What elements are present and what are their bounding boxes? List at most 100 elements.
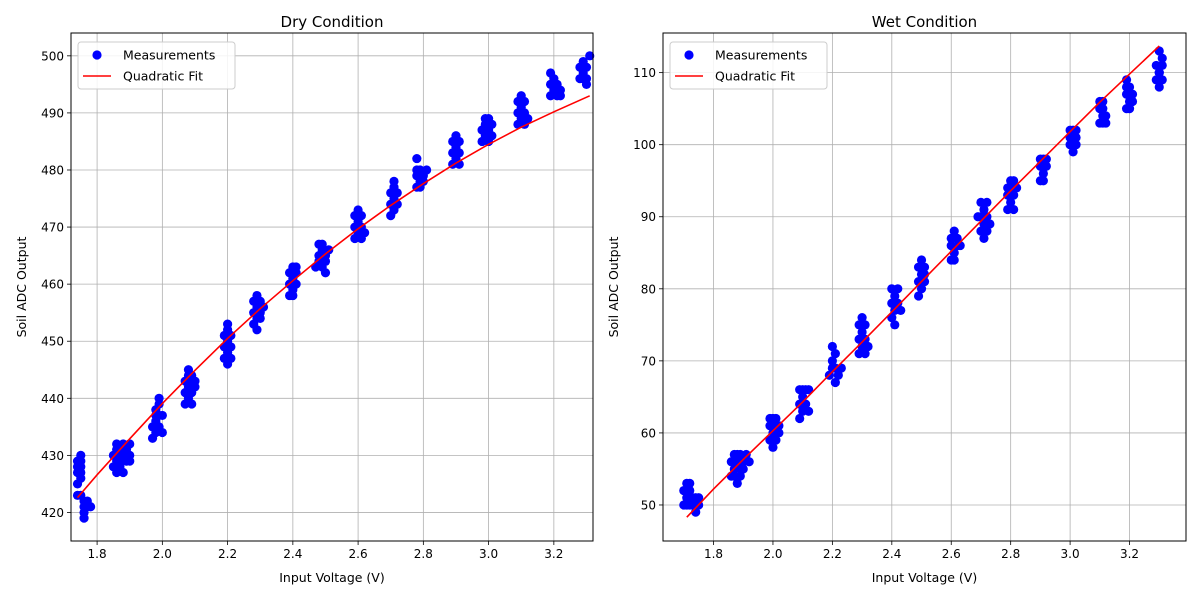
measurement-point [1157,60,1167,71]
x-tick-label: 2.8 [414,547,433,561]
y-tick-label: 470 [41,221,64,235]
measurement-point [916,255,927,265]
measurement-point [955,240,965,251]
measurement-point [76,467,86,478]
measurement-point [157,410,167,421]
legend-box [669,41,828,90]
measurement-point [732,478,742,488]
measurement-point [523,114,533,124]
measurement-point [949,255,959,265]
measurement-point [893,284,903,294]
measurement-point [1071,125,1081,135]
measurement-point [857,313,867,323]
measurement-point [1121,82,1132,92]
legend: Measurements Quadratic Fit [77,41,236,90]
chart-panel-1: 1.8 2.0 2.2 2.4 2.6 2.8 3.0 3.2 420 430 440 450 460 4… [14,13,595,585]
measurement-point [1127,89,1138,99]
measurement-point [157,427,167,438]
x-tick-label: 2.2 [823,547,842,561]
measurement-point [125,450,135,460]
y-axis-label: Soil ADC Output [606,237,621,338]
measurement-point [685,485,695,496]
x-tick-label: 1.8 [704,547,723,561]
measurement-point [916,284,927,294]
x-tick-label: 1.8 [88,547,107,561]
measurement-point [1121,75,1132,85]
measurement-point [1009,190,1019,200]
x-axis-label: Input Voltage (V) [872,570,978,585]
measurement-point [860,349,870,359]
measurement-point [1157,53,1167,63]
measurement-point [982,197,992,207]
legend-marker-measurements [92,50,102,60]
y-tick-label: 490 [41,106,64,120]
measurement-point [454,148,464,158]
measurement-point [768,442,778,452]
measurement-point [833,370,843,380]
measurement-point [1157,75,1167,85]
measurement-point [1038,176,1048,186]
y-tick-label: 100 [633,138,656,152]
legend-label-measurements: Measurements [715,48,807,63]
measurement-point [154,393,164,403]
measurement-point [985,219,995,229]
measurement-point [118,467,128,478]
measurement-point [1101,118,1111,128]
measurement-point [422,165,432,175]
measurement-point [487,119,497,129]
measurement-point [863,341,873,352]
measurement-point [389,176,399,187]
x-tick-label: 2.4 [882,547,901,561]
measurement-point [836,363,846,373]
measurement-point [187,370,197,381]
measurement-point [151,410,161,421]
measurement-point [682,500,692,510]
measurement-point [454,136,464,147]
measurement-point [830,377,840,388]
legend-box [77,41,236,90]
measurement-point [581,62,592,72]
measurement-point [85,502,96,512]
legend-label-fit: Quadratic Fit [123,69,203,84]
measurement-point [982,226,992,236]
axes-frame [70,32,594,542]
x-tick-label: 2.8 [1001,547,1020,561]
measurement-point [1038,168,1048,179]
measurement-point [952,233,962,243]
y-tick-label: 70 [641,354,656,368]
measurement-point [356,211,366,221]
legend-label-measurements: Measurements [123,48,215,63]
measurement-point [982,212,992,222]
measurement-point [919,262,930,272]
x-tick-label: 2.2 [218,547,237,561]
chart-panel-2: 1.8 2.0 2.2 2.4 2.6 2.8 3.0 3.2 50 60 70 80 90 100 110… [606,13,1187,585]
measurement-point [255,313,265,323]
y-axis-label: Soil ADC Output [14,237,29,338]
measurement-point [412,153,422,164]
measurement-point [890,320,900,330]
measurement-point [226,342,236,352]
measurement-point [1154,82,1164,92]
x-tick-label: 3.0 [479,547,498,561]
measurement-point [79,513,89,523]
measurement-point [919,276,930,287]
x-tick-label: 2.4 [283,547,302,561]
measurement-point [1009,204,1019,215]
measurement-point [1041,161,1051,171]
measurement-point [519,96,530,107]
y-tick-label: 90 [641,210,656,224]
measurement-point [125,439,135,449]
x-tick-label: 2.6 [942,547,961,561]
measurement-point [76,456,86,466]
y-tick-label: 50 [641,498,656,512]
measurement-point [1006,197,1016,207]
chart-title: Dry Condition [281,13,384,31]
measurement-point [252,325,262,335]
measurement-point [741,449,751,460]
measurement-point [187,399,197,409]
measurement-point [890,291,900,301]
quadratic-fit-line [76,95,591,499]
y-tick-label: 430 [41,449,64,463]
measurement-point [744,457,754,467]
